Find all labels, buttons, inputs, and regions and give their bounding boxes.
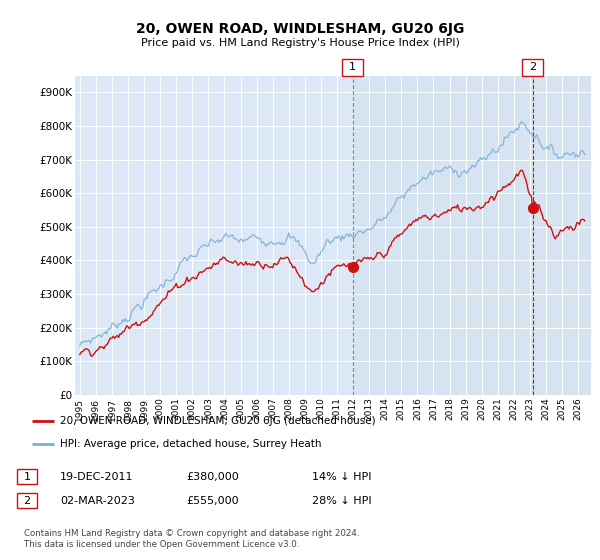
Text: 2: 2 [529,62,536,72]
Bar [353,76,594,395]
Text: £555,000: £555,000 [186,496,239,506]
Text: 20, OWEN ROAD, WINDLESHAM, GU20 6JG (detached house): 20, OWEN ROAD, WINDLESHAM, GU20 6JG (det… [60,416,376,426]
Text: 19-DEC-2011: 19-DEC-2011 [60,472,133,482]
Text: Price paid vs. HM Land Registry's House Price Index (HPI): Price paid vs. HM Land Registry's House … [140,38,460,48]
Text: 1: 1 [23,472,31,482]
Text: £380,000: £380,000 [186,472,239,482]
Text: 2: 2 [23,496,31,506]
Text: 02-MAR-2023: 02-MAR-2023 [60,496,135,506]
Text: 20, OWEN ROAD, WINDLESHAM, GU20 6JG: 20, OWEN ROAD, WINDLESHAM, GU20 6JG [136,22,464,36]
Text: 28% ↓ HPI: 28% ↓ HPI [312,496,371,506]
Text: Contains HM Land Registry data © Crown copyright and database right 2024.
This d: Contains HM Land Registry data © Crown c… [24,529,359,549]
Text: 14% ↓ HPI: 14% ↓ HPI [312,472,371,482]
Text: 1: 1 [349,62,356,72]
Text: HPI: Average price, detached house, Surrey Heath: HPI: Average price, detached house, Surr… [60,439,322,449]
